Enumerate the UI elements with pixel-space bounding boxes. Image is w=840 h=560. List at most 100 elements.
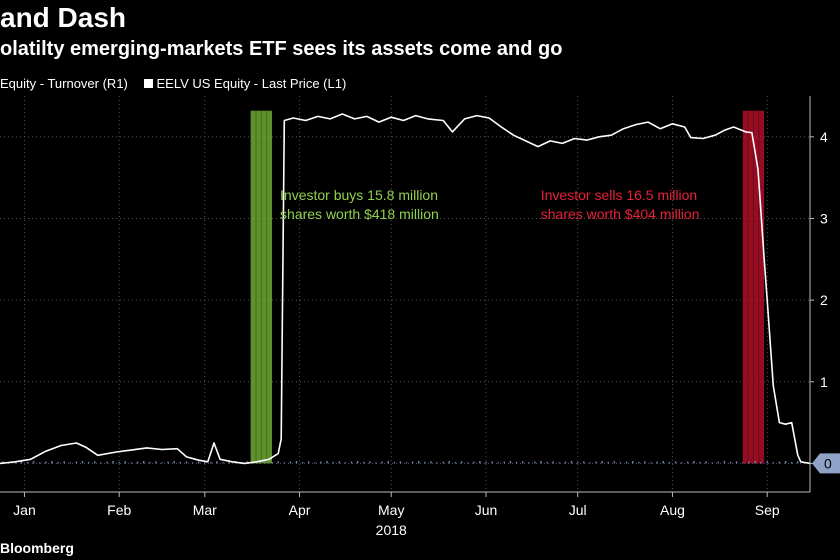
turnover-bar: [399, 461, 402, 464]
turnover-bar: [57, 461, 59, 464]
turnover-bar: [411, 461, 414, 464]
turnover-bar: [112, 460, 114, 464]
legend: Equity - Turnover (R1) EELV US Equity - …: [0, 76, 346, 91]
turnover-bar: [668, 461, 671, 464]
turnover-bar: [564, 461, 567, 464]
turnover-bar: [179, 461, 182, 464]
turnover-bar: [185, 461, 188, 464]
turnover-bar: [473, 461, 475, 464]
turnover-bar: [656, 461, 658, 464]
turnover-bar: [222, 462, 224, 464]
turnover-bar: [45, 461, 47, 464]
turnover-bar: [32, 461, 35, 464]
turnover-bar: [674, 461, 677, 464]
turnover-bar: [778, 461, 781, 464]
source-label: Bloomberg: [0, 540, 74, 556]
turnover-bar: [265, 460, 267, 464]
turnover-bar: [607, 461, 609, 464]
turnover-bar: [466, 462, 469, 464]
x-tick-label: Aug: [660, 502, 685, 518]
turnover-bar: [338, 461, 340, 464]
legend-turnover-label: Equity - Turnover (R1): [0, 76, 128, 91]
turnover-bar: [521, 461, 524, 464]
turnover-bar: [515, 461, 518, 464]
turnover-bar: [308, 461, 310, 464]
turnover-bar: [283, 462, 285, 464]
turnover-bar: [546, 461, 548, 464]
turnover-bar: [161, 462, 163, 464]
legend-price-label: EELV US Equity - Last Price (L1): [156, 76, 347, 91]
turnover-bar: [191, 462, 194, 464]
turnover-bar: [729, 461, 732, 464]
turnover-bar: [350, 461, 353, 464]
turnover-bar: [393, 461, 396, 464]
turnover-bar: [51, 460, 53, 464]
turnover-bar: [87, 461, 90, 464]
turnover-bar: [155, 461, 157, 464]
turnover-bar: [528, 462, 530, 464]
turnover-bar: [228, 461, 230, 464]
turnover-bar: [558, 462, 561, 464]
turnover-bar: [149, 461, 151, 464]
turnover-bar: [632, 460, 634, 464]
turnover-bar: [106, 461, 108, 464]
turnover-bar: [100, 462, 102, 464]
turnover-bar: [314, 462, 316, 464]
turnover-bar: [760, 461, 762, 464]
x-tick-label: May: [378, 502, 404, 518]
chart-subtitle: olatilty emerging-markets ETF sees its a…: [0, 38, 563, 60]
turnover-bar: [711, 462, 713, 464]
turnover-bar: [405, 462, 408, 464]
x-tick-label: Apr: [289, 502, 311, 518]
turnover-bar: [271, 461, 273, 464]
turnover-bar: [705, 461, 707, 464]
turnover-bar: [717, 461, 720, 464]
turnover-bar: [167, 461, 169, 464]
y-tick-label: 1: [820, 374, 828, 390]
sell-annotation-text: Investor sells 16.5 million: [541, 187, 697, 203]
turnover-bar: [601, 460, 603, 464]
turnover-bar: [363, 461, 365, 464]
x-tick-label: Jun: [475, 502, 498, 518]
turnover-bar: [797, 461, 799, 464]
turnover-bar: [301, 461, 304, 464]
turnover-bar: [589, 462, 591, 464]
turnover-bar: [81, 460, 84, 464]
turnover-bar: [142, 460, 145, 464]
turnover-bar: [375, 462, 377, 464]
legend-price-swatch: [143, 79, 153, 88]
turnover-bar: [424, 461, 426, 464]
turnover-bar: [540, 460, 542, 464]
turnover-bar: [619, 462, 622, 464]
y-tick-label: 3: [820, 210, 828, 226]
buy-annotation-text: shares worth $418 million: [280, 206, 439, 222]
x-year-label: 2018: [376, 522, 407, 538]
turnover-bar: [136, 461, 139, 464]
turnover-bar: [124, 461, 127, 464]
turnover-bar: [595, 461, 597, 464]
turnover-bar: [485, 461, 487, 464]
buy-band: [250, 110, 273, 464]
turnover-bar: [332, 461, 334, 464]
turnover-bar: [742, 462, 744, 464]
turnover-bar: [552, 461, 554, 464]
turnover-bar: [583, 461, 585, 464]
turnover-bar: [173, 460, 175, 464]
chart-title: and Dash: [0, 2, 127, 33]
last-value-badge: [812, 453, 840, 474]
turnover-bar: [454, 461, 457, 464]
turnover-bar: [418, 460, 420, 464]
turnover-bar: [644, 461, 646, 464]
price-series-line: [0, 113, 811, 465]
turnover-bar: [442, 461, 444, 464]
turnover-bar: [570, 460, 573, 464]
turnover-bar: [75, 461, 78, 464]
turnover-bar: [680, 462, 683, 464]
turnover-bar: [638, 461, 640, 464]
turnover-bar: [613, 461, 616, 464]
turnover-bar: [448, 460, 451, 464]
turnover-bar: [289, 461, 292, 464]
y-tick-label: 2: [820, 292, 828, 308]
x-tick-label: Jan: [13, 502, 36, 518]
